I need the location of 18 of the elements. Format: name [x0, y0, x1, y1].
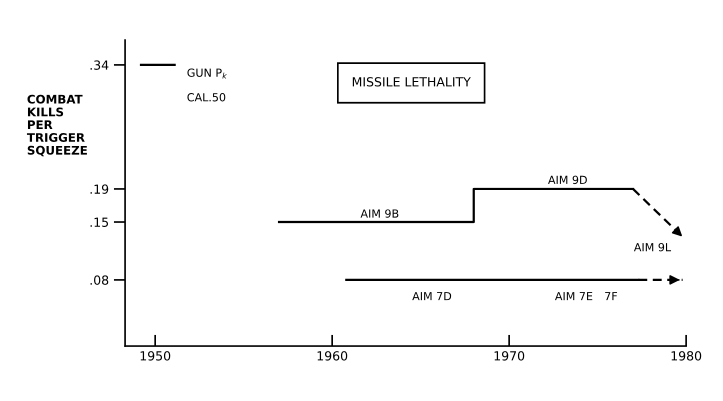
- x-tick-label: 1950: [140, 351, 170, 361]
- annotation: AIM 7E: [554, 292, 592, 300]
- text: MISSILE LETHALITY: [352, 77, 471, 87]
- annotation: CAL.50: [187, 93, 226, 102]
- x-tick-label: 1970: [494, 351, 524, 361]
- annotation: AIM 9B: [360, 209, 398, 218]
- x-tick-label: 1980: [672, 351, 702, 361]
- annotation: AIM 7D: [412, 292, 452, 300]
- y-axis-title: COMBAT KILLS PER TRIGGER SQUEEZE: [26, 94, 87, 156]
- annotation: 7F: [605, 292, 618, 300]
- y-tick-label: .19: [90, 184, 108, 194]
- annotation: AIM 9D: [548, 176, 587, 184]
- y-tick-label: .15: [90, 218, 108, 227]
- y-tick-label: .34: [90, 60, 108, 70]
- x-tick-label: 1960: [318, 351, 348, 361]
- y-tick-label: .08: [90, 275, 108, 285]
- annotation: GUN P$_{k}$: [187, 68, 227, 79]
- annotation: AIM 9L: [634, 242, 672, 252]
